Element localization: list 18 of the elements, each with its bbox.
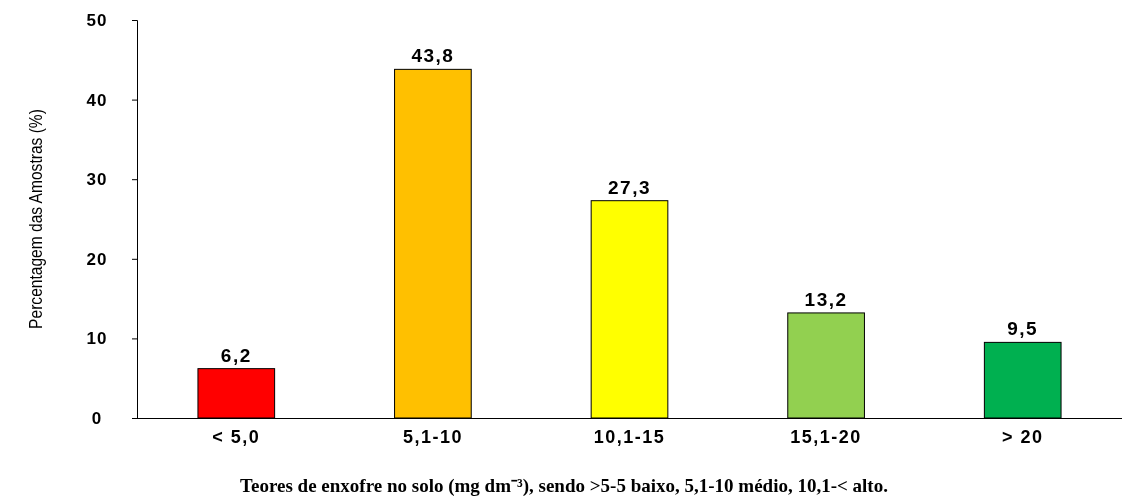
data-label: 9,5: [1007, 318, 1039, 340]
y-tick-label: 40: [86, 90, 108, 110]
x-tick-label: 10,1-15: [593, 427, 666, 447]
data-label: 13,2: [804, 288, 848, 310]
data-label: 43,8: [411, 45, 455, 67]
x-tick-label: > 20: [1001, 427, 1044, 447]
x-axis-title: Teores de enxofre no solo (mg dm⁻³), sendo >5-5 baixo, 5,1-10 médio, 10,1-< alto.: [240, 475, 888, 497]
data-label: 6,2: [220, 344, 252, 366]
y-tick-label: 20: [86, 249, 108, 269]
y-tick-label: 30: [86, 170, 108, 190]
x-tick-label: 15,1-20: [790, 427, 862, 447]
x-tick-label: < 5,0: [212, 427, 261, 447]
y-axis-title: Percentagem das Amostras (%): [24, 109, 47, 329]
x-tick-label: 5,1-10: [402, 427, 463, 447]
data-label: 27,3: [608, 176, 651, 198]
y-tick-label: 0: [91, 408, 103, 428]
y-tick-label: 50: [86, 10, 108, 30]
y-tick-label: 10: [86, 329, 108, 349]
